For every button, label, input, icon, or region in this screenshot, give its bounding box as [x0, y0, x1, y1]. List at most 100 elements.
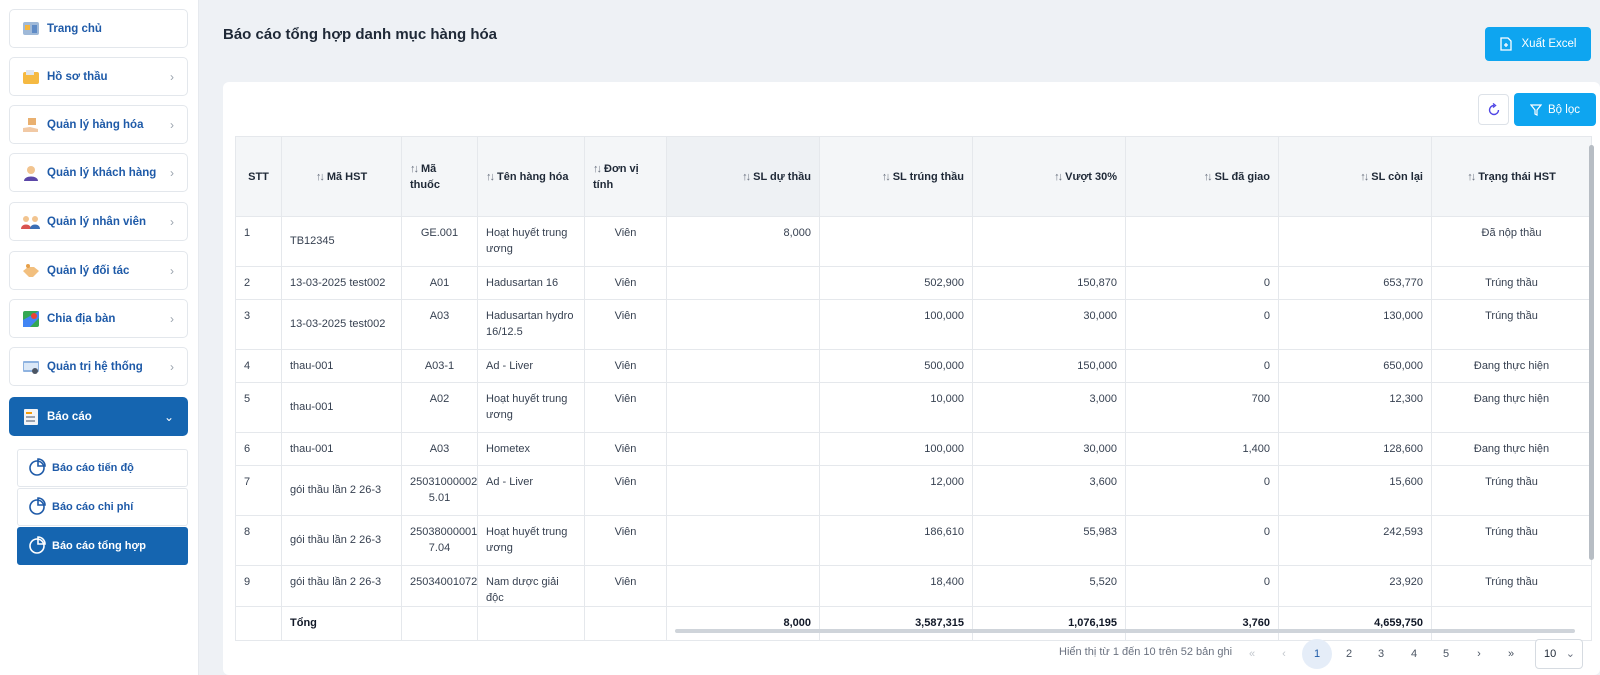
cell-ma-thuoc: A03	[401, 299, 478, 350]
cell-don-vi-tinh: Viên	[584, 465, 667, 516]
sidebar-item-label: Quản lý hàng hóa	[47, 118, 144, 131]
table-row[interactable]: 4 thau-001 A03-1 Ad - Liver Viên 500,000 150,0…	[235, 349, 1592, 383]
table-row[interactable]: 8 gói thầu lần 2 26-3 25038000001 7.04 Hoạt…	[235, 515, 1592, 566]
table-row[interactable]: 6 thau-001 A03 Hometex Viên 100,000 30,000 1,40…	[235, 432, 1592, 466]
sidebar-subitem-label: Báo cáo tổng hợp	[52, 540, 146, 552]
column-header-stt: STT	[235, 136, 282, 217]
cell-sl-da-giao: 0	[1125, 565, 1279, 607]
cell-stt: 1	[235, 216, 282, 267]
cell-vuot-30	[972, 216, 1126, 267]
sort-icon: ↑↓	[1054, 170, 1063, 183]
customer-icon	[21, 163, 41, 183]
column-header-ten-hang-hoa[interactable]: ↑↓ Tên hàng hóa	[477, 136, 585, 217]
cell-sl-da-giao: 1,400	[1125, 432, 1279, 466]
sort-icon: ↑↓	[1360, 170, 1369, 183]
sidebar-item-label: Quản lý nhân viên	[47, 215, 147, 228]
cell-ma-hst[interactable]: thau-001	[281, 432, 402, 466]
cell-trang-thai-hst: Đang thực hiện	[1431, 432, 1592, 466]
column-header-don-vi-tinh[interactable]: ↑↓ Đơn vị tính	[584, 136, 667, 217]
cell-sl-du-thau	[666, 299, 820, 350]
column-header-trang-thai-hst[interactable]: ↑↓ Trạng thái HST	[1431, 136, 1592, 217]
chevron-right-icon: ›	[170, 215, 174, 229]
cell-sl-con-lai: 15,600	[1278, 465, 1432, 516]
total-sl-con-lai: 4,659,750	[1278, 606, 1432, 641]
sidebar-subitem-label: Báo cáo tiến độ	[52, 462, 134, 474]
page-3-button[interactable]: 3	[1377, 648, 1385, 660]
first-page-button[interactable]: «	[1248, 648, 1256, 660]
sidebar-item-territory[interactable]: Chia địa bàn ›	[9, 299, 188, 338]
table-row[interactable]: 2 13-03-2025 test002 A01 Hadusartan 16 Viên 5…	[235, 266, 1592, 300]
cell-ma-hst[interactable]: thau-001	[281, 349, 402, 383]
cell-sl-trung-thau	[819, 216, 973, 267]
sidebar-item-system-admin[interactable]: Quản trị hệ thống ›	[9, 347, 188, 386]
map-icon	[21, 309, 41, 329]
vertical-scrollbar[interactable]	[1589, 145, 1594, 560]
cell-stt: 3	[235, 299, 282, 350]
page-1-button[interactable]: 1	[1302, 639, 1332, 669]
cell-sl-con-lai: 130,000	[1278, 299, 1432, 350]
cell-sl-da-giao: 0	[1125, 299, 1279, 350]
cell-sl-da-giao: 700	[1125, 382, 1279, 433]
cell-vuot-30: 55,983	[972, 515, 1126, 566]
refresh-button[interactable]	[1478, 94, 1509, 125]
column-header-sl-du-thau[interactable]: ↑↓ SL dự thầu	[666, 136, 820, 217]
column-header-ma-hst[interactable]: ↑↓ Mã HST	[281, 136, 402, 217]
cell-trang-thai-hst: Trúng thầu	[1431, 565, 1592, 607]
cell-ma-hst[interactable]: gói thầu lần 2 26-3	[281, 465, 402, 516]
column-header-sl-con-lai[interactable]: ↑↓ SL còn lại	[1278, 136, 1432, 217]
total-sl-trung-thau: 3,587,315	[819, 606, 973, 641]
sidebar-item-goods[interactable]: Quản lý hàng hóa ›	[9, 105, 188, 144]
cell-sl-trung-thau: 10,000	[819, 382, 973, 433]
sidebar-item-partners[interactable]: Quản lý đối tác ›	[9, 251, 188, 290]
cell-ma-hst[interactable]: gói thầu lần 2 26-3	[281, 565, 402, 607]
cell-ma-hst[interactable]: gói thầu lần 2 26-3	[281, 515, 402, 566]
prev-page-button[interactable]: ‹	[1282, 648, 1286, 660]
page-5-button[interactable]: 5	[1442, 648, 1450, 660]
sidebar-subitem-summary-report[interactable]: Báo cáo tổng hợp	[17, 527, 188, 565]
cell-ma-hst[interactable]: thau-001	[281, 382, 402, 433]
sidebar-subitem-cost-report[interactable]: Báo cáo chi phí	[17, 488, 188, 526]
table-row[interactable]: 7 gói thầu lần 2 26-3 25031000002 5.01 Ad -…	[235, 465, 1592, 516]
cell-stt: 6	[235, 432, 282, 466]
column-header-sl-da-giao[interactable]: ↑↓ SL đã giao	[1125, 136, 1279, 217]
table-row[interactable]: 3 13-03-2025 test002 A03 Hadusartan hydro 1…	[235, 299, 1592, 350]
cell-vuot-30: 5,520	[972, 565, 1126, 607]
cell-sl-du-thau	[666, 432, 820, 466]
page-2-button[interactable]: 2	[1345, 648, 1353, 660]
cell-ma-hst[interactable]: 13-03-2025 test002	[281, 299, 402, 350]
cell-sl-trung-thau: 100,000	[819, 299, 973, 350]
sidebar-item-label: Quản lý đối tác	[47, 264, 130, 277]
cell-don-vi-tinh: Viên	[584, 515, 667, 566]
column-header-ma-thuoc[interactable]: ↑↓ Mã thuốc	[401, 136, 478, 217]
horizontal-scrollbar[interactable]	[675, 629, 1575, 633]
page-4-button[interactable]: 4	[1410, 648, 1418, 660]
table-row[interactable]: 9 gói thầu lần 2 26-3 25034001072 Nam dược …	[235, 565, 1592, 607]
filter-button[interactable]: Bộ lọc	[1514, 93, 1596, 126]
cell-ma-hst[interactable]: TB12345	[281, 216, 402, 267]
cell-sl-con-lai: 128,600	[1278, 432, 1432, 466]
next-page-button[interactable]: ›	[1477, 648, 1481, 660]
cell-sl-trung-thau: 100,000	[819, 432, 973, 466]
export-excel-button[interactable]: Xuất Excel	[1485, 27, 1591, 61]
cell-sl-con-lai: 23,920	[1278, 565, 1432, 607]
sidebar-item-customers[interactable]: Quản lý khách hàng ›	[9, 153, 188, 192]
cell-vuot-30: 150,000	[972, 349, 1126, 383]
cell-don-vi-tinh: Viên	[584, 432, 667, 466]
column-header-sl-trung-thau[interactable]: ↑↓ SL trúng thầu	[819, 136, 973, 217]
sidebar-subitem-progress-report[interactable]: Báo cáo tiến độ	[17, 449, 188, 487]
table-row[interactable]: 1 TB12345 GE.001 Hoạt huyết trung ương Viên 8…	[235, 216, 1592, 267]
export-excel-label: Xuất Excel	[1521, 38, 1577, 50]
sidebar-item-label: Quản trị hệ thống	[47, 360, 143, 373]
cell-ten-hang-hoa: Hoạt huyết trung ương	[477, 216, 585, 267]
table-row[interactable]: 5 thau-001 A02 Hoạt huyết trung ương Viên 10,…	[235, 382, 1592, 433]
cell-sl-trung-thau: 500,000	[819, 349, 973, 383]
sidebar-item-reports[interactable]: Báo cáo ⌄	[9, 397, 188, 436]
page-size-select[interactable]: 10 ⌄	[1535, 639, 1583, 669]
sidebar-item-home[interactable]: Trang chủ	[9, 9, 188, 48]
sidebar-item-staff[interactable]: Quản lý nhân viên ›	[9, 202, 188, 241]
last-page-button[interactable]: »	[1507, 648, 1515, 660]
cell-ma-hst[interactable]: 13-03-2025 test002	[281, 266, 402, 300]
sidebar-item-tender-profile[interactable]: Hồ sơ thầu ›	[9, 57, 188, 96]
column-header-vuot-30[interactable]: ↑↓ Vượt 30%	[972, 136, 1126, 217]
cell-sl-du-thau	[666, 515, 820, 566]
